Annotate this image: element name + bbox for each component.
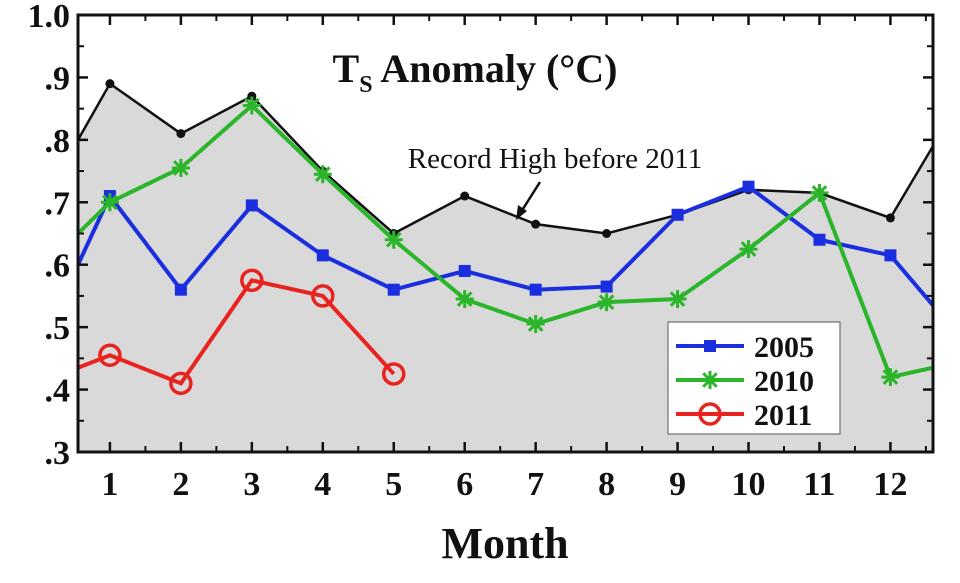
series-2005-point: [813, 233, 826, 246]
x-tick-label: 12: [873, 466, 907, 503]
series-2011-point: [381, 362, 406, 386]
series-2010-point: [100, 193, 119, 212]
series-2010-point: [171, 158, 190, 177]
series-2011-point: [169, 371, 193, 396]
series-2010-point-stroke: [811, 185, 828, 201]
series-2005-point: [316, 249, 329, 262]
series-2010-point: [526, 315, 545, 334]
series-2005-point: [884, 249, 897, 262]
x-tick-label: 1: [101, 466, 118, 503]
series-2010-point-stroke: [244, 97, 260, 114]
series-2010-point: [455, 290, 474, 309]
series-2010-point: [597, 293, 616, 312]
record-high-line: [78, 81, 933, 236]
series-2010-point-stroke: [527, 316, 544, 332]
y-tick-label: .9: [45, 60, 71, 97]
legend-marker-2010-stroke: [702, 372, 718, 388]
series-2010-point: [739, 240, 758, 259]
record-high-point: [247, 91, 257, 101]
x-tick-label: 5: [385, 466, 402, 503]
series-2010-point-stroke: [598, 294, 615, 310]
series-2005-point: [600, 280, 613, 293]
x-tick-label: 10: [732, 466, 766, 503]
record-high-point: [531, 219, 541, 229]
series-2011-point: [240, 268, 264, 293]
y-tick-label: .8: [45, 123, 71, 160]
series-2005-point: [671, 208, 684, 221]
x-tick-label: 6: [456, 466, 473, 503]
legend-label-2011: 2011: [754, 399, 812, 432]
y-tick-label: .4: [45, 373, 71, 410]
x-tick-label: 4: [314, 466, 331, 503]
series-2010-point-stroke: [669, 291, 686, 307]
series-2005-point: [458, 264, 471, 277]
chart-title-suffix: Anomaly (°C): [373, 46, 618, 91]
y-tick-label: .3: [45, 435, 71, 472]
chart-title-subscript: S: [359, 72, 372, 98]
series-2010-line: [78, 102, 933, 380]
series-2010-point: [242, 96, 261, 115]
legend-marker-2005: [704, 340, 716, 352]
record-high-point: [460, 191, 470, 201]
series-2010-point-stroke: [102, 194, 118, 211]
record-high-point: [176, 129, 186, 139]
record-high-annotation: Record High before 2011: [408, 143, 702, 175]
series-2005-line: [78, 184, 933, 307]
x-axis-label: Month: [441, 519, 568, 568]
series-2010-point: [384, 230, 403, 249]
series-2010-point: [881, 368, 900, 387]
series-2010-point-stroke: [173, 160, 189, 176]
x-tick-label: 2: [172, 466, 189, 503]
y-tick-label: .5: [45, 310, 71, 347]
series-2011-point: [311, 284, 335, 308]
series-2010-point: [668, 290, 687, 309]
series-2011-line: [78, 278, 396, 386]
x-tick-label: 9: [669, 466, 686, 503]
series-2005-point: [529, 283, 542, 296]
legend-label-2005: 2005: [754, 331, 814, 364]
series-2010-point-stroke: [740, 241, 757, 257]
x-tick-label: 7: [527, 466, 544, 503]
series-2010-point-stroke: [314, 166, 331, 183]
record-high-point: [885, 213, 895, 223]
record-high-point: [602, 229, 612, 238]
y-tick-label: .6: [45, 248, 71, 285]
legend-marker-2010: [701, 371, 719, 389]
series-2011-point: [98, 343, 122, 367]
y-tick-label: .7: [45, 185, 71, 222]
legend-label-2010: 2010: [754, 365, 814, 398]
series-2005-point: [387, 283, 400, 296]
chart-title: TS Anomaly (°C): [333, 46, 618, 98]
series-2010-point: [810, 183, 829, 202]
series-2005-point: [174, 283, 187, 296]
series-2005-point: [742, 180, 755, 193]
x-tick-label: 8: [598, 466, 615, 503]
annotation-arrowhead: [516, 205, 527, 220]
series-2005-point: [245, 199, 258, 212]
series-2010-point-stroke: [882, 369, 899, 385]
annotation-arrow: [519, 181, 542, 213]
chart-title-prefix: T: [333, 46, 360, 91]
legend-marker-2011: [698, 402, 722, 426]
x-tick-label: 11: [803, 466, 835, 503]
series-2010-point-stroke: [385, 231, 402, 248]
series-2010-point-stroke: [456, 291, 473, 307]
series-2010-point: [313, 165, 332, 184]
x-tick-label: 3: [243, 466, 260, 503]
record-high-point: [105, 79, 115, 89]
y-tick-label: 1.0: [28, 0, 71, 35]
axes-layer: .3.4.5.6.7.8.91.01 2 3 4 5 6 7 8 9 10 11 12: [28, 0, 935, 503]
